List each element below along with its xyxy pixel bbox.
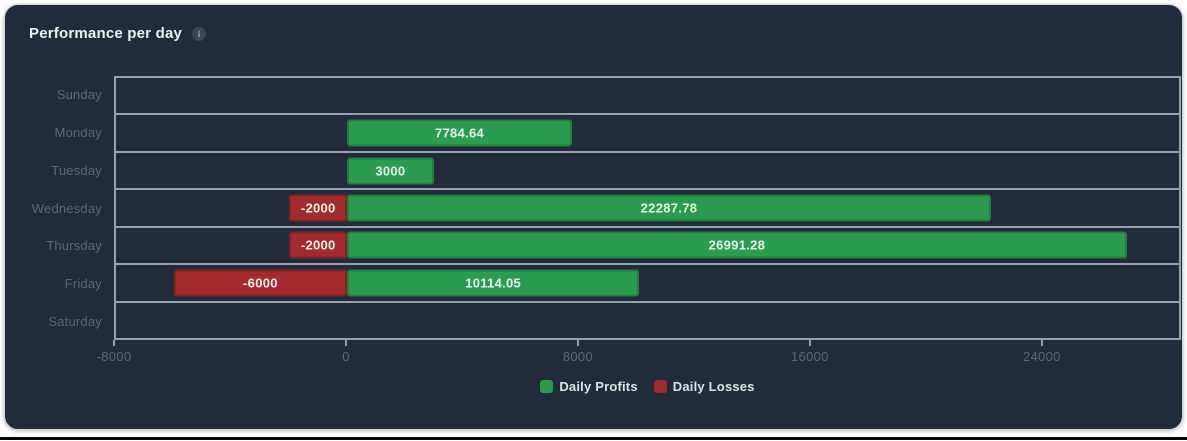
y-axis-labels: Sunday Monday Tuesday Wednesday Thursday Frid… bbox=[5, 76, 102, 340]
chart-row: 26991.28 -2000 bbox=[116, 225, 1179, 263]
x-axis-tick-label: 8000 bbox=[562, 349, 593, 364]
x-axis-tick-label: -8000 bbox=[96, 349, 132, 364]
chart-title: Performance per day bbox=[29, 25, 183, 42]
y-axis-label: Sunday bbox=[56, 87, 102, 103]
bar-value-label: 7784.64 bbox=[434, 125, 485, 141]
x-axis-tick-mark bbox=[808, 340, 811, 346]
x-axis: -8000 0 8000 16000 24000 bbox=[97, 340, 1181, 374]
bar-value-label: 26991.28 bbox=[708, 237, 766, 253]
legend-label: Daily Profits bbox=[559, 379, 638, 394]
chart-row: 3000 bbox=[116, 150, 1179, 188]
profit-bar[interactable]: 7784.64 bbox=[347, 119, 572, 147]
legend-label: Daily Losses bbox=[672, 379, 755, 394]
bar-value-label: 22287.78 bbox=[640, 200, 698, 216]
chart-row: 22287.78 -2000 bbox=[116, 188, 1179, 225]
chart-row: 7784.64 bbox=[116, 113, 1179, 150]
bar-value-label: -2000 bbox=[300, 237, 336, 253]
x-axis-tick-label: 0 bbox=[342, 349, 350, 364]
x-axis-tick-mark bbox=[576, 340, 579, 346]
chart-row bbox=[116, 300, 1179, 338]
profit-bar[interactable]: 22287.78 bbox=[347, 194, 991, 222]
loss-bar[interactable]: -2000 bbox=[289, 194, 348, 222]
legend-item[interactable]: Daily Profits bbox=[540, 379, 638, 394]
x-axis-tick-label: 24000 bbox=[1022, 349, 1061, 364]
y-axis-label: Friday bbox=[64, 275, 102, 291]
x-axis-tick-mark bbox=[113, 340, 115, 346]
loss-bar[interactable]: -6000 bbox=[173, 269, 348, 297]
bar-value-label: 3000 bbox=[375, 163, 406, 179]
y-axis-label: Saturday bbox=[48, 313, 102, 329]
chart-legend: Daily Profits Daily Losses bbox=[114, 379, 1181, 394]
plot-area: 7784.64 3000 22287.78 -2000 26991.28 -2000 101… bbox=[114, 76, 1181, 340]
card-header: Performance per day i bbox=[29, 25, 207, 42]
y-axis-label: Tuesday bbox=[51, 162, 102, 178]
profit-bar[interactable]: 26991.28 bbox=[347, 231, 1127, 259]
profit-bar[interactable]: 3000 bbox=[347, 157, 434, 185]
performance-per-day-card: Performance per day i Sunday Monday Tuesda… bbox=[4, 4, 1183, 430]
bar-value-label: -6000 bbox=[243, 275, 278, 291]
window-bottom-edge bbox=[0, 437, 1187, 440]
y-axis-label: Monday bbox=[54, 125, 102, 141]
bar-value-label: -2000 bbox=[300, 200, 336, 216]
info-icon[interactable]: i bbox=[192, 26, 207, 41]
x-axis-tick-label: 16000 bbox=[791, 349, 829, 364]
legend-item[interactable]: Daily Losses bbox=[653, 379, 755, 394]
chart-row bbox=[116, 76, 1179, 113]
legend-swatch bbox=[540, 380, 554, 393]
bar-value-label: 10114.05 bbox=[465, 275, 522, 291]
profit-bar[interactable]: 10114.05 bbox=[347, 269, 640, 297]
y-axis-label: Thursday bbox=[46, 238, 102, 254]
chart-row: 10114.05 -6000 bbox=[116, 263, 1179, 300]
legend-swatch bbox=[653, 380, 667, 393]
y-axis-label: Wednesday bbox=[31, 200, 102, 216]
x-axis-tick-mark bbox=[344, 340, 347, 346]
x-axis-tick-mark bbox=[1040, 340, 1043, 346]
loss-bar[interactable]: -2000 bbox=[289, 231, 348, 259]
